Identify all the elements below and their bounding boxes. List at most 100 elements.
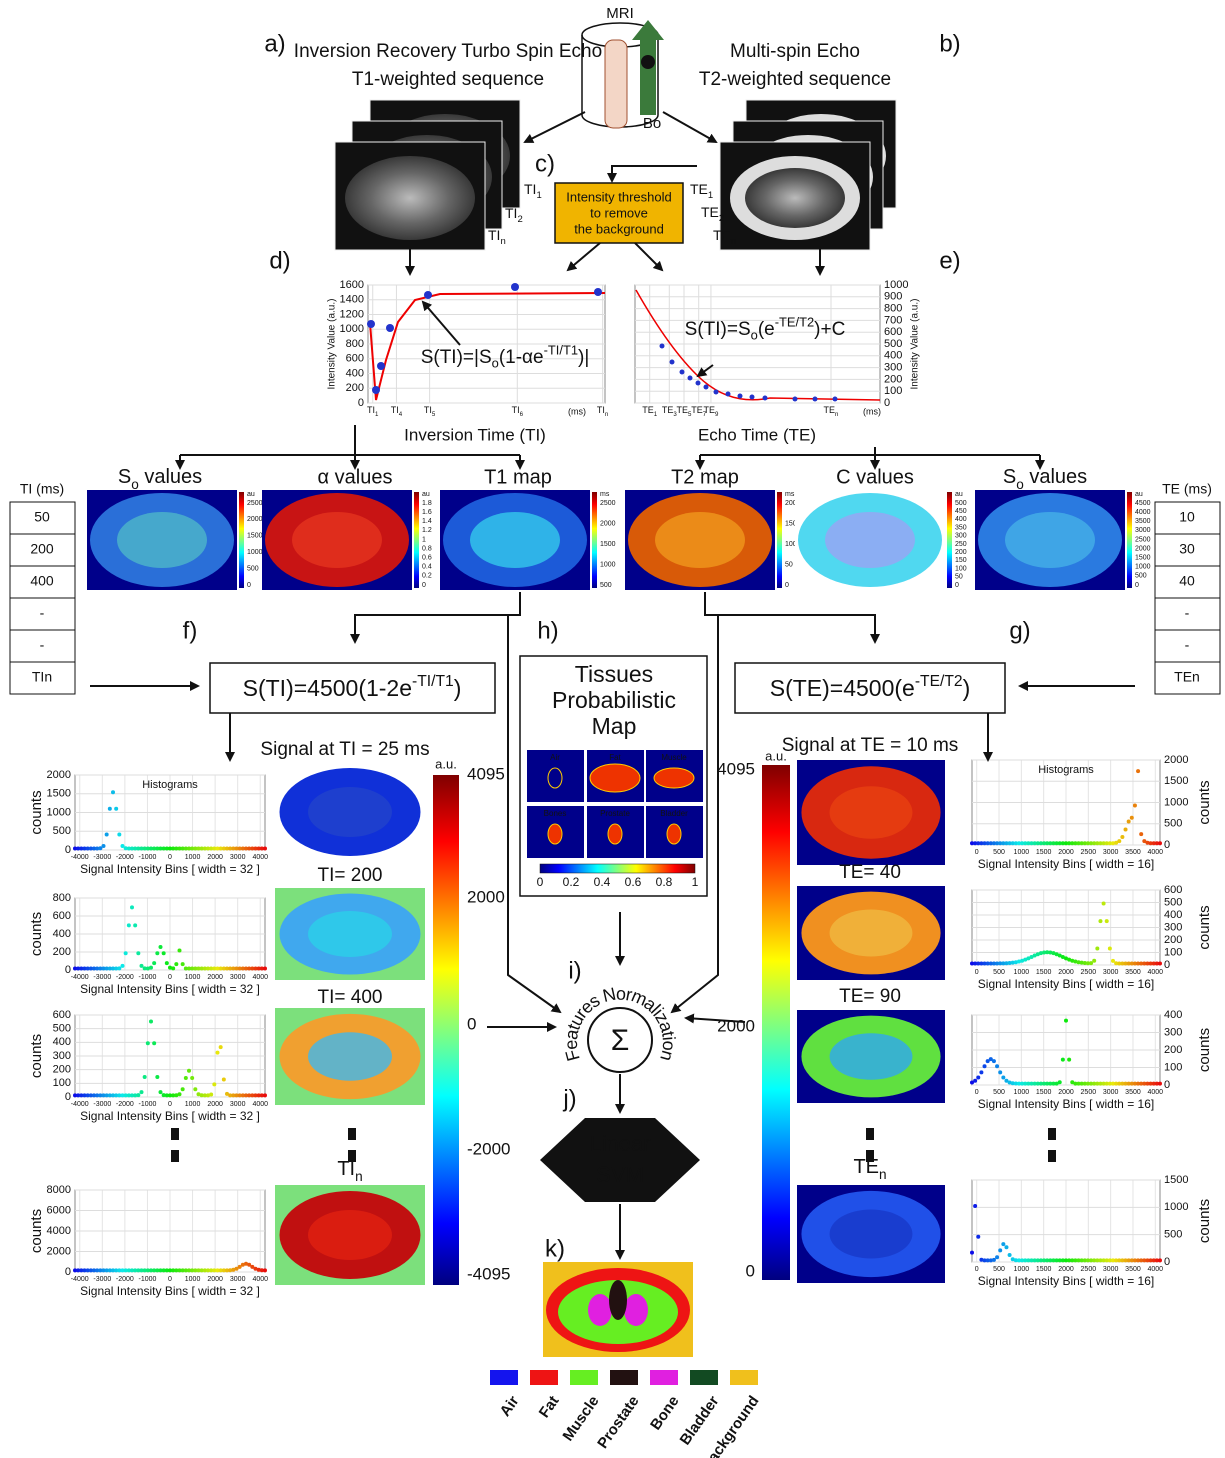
map-title: So values [1003, 466, 1087, 491]
y-tick-label: 200 [53, 946, 71, 958]
histogram-dot [130, 905, 134, 909]
sample-point [680, 370, 685, 375]
table-cell-text: TEn [1174, 669, 1200, 685]
histogram-dot [1108, 947, 1112, 951]
y-tick-label: 2000 [1164, 754, 1188, 766]
axis-title: Signal Intensity Bins [ width = 32 ] [80, 1284, 260, 1298]
sample-point [511, 283, 519, 291]
sequence-title: T2-weighted sequence [699, 69, 891, 90]
colorbar-tick: 0.6 [625, 875, 642, 889]
histogram-dot [263, 847, 267, 851]
axis-title: Signal Intensity Bins [ width = 32 ] [80, 982, 260, 996]
histogram-dot [140, 1090, 144, 1094]
x-tick-label: 0 [975, 969, 979, 976]
y-tick-label: 600 [884, 326, 902, 338]
colorbar-tick: 0.6 [422, 555, 432, 562]
legend-swatch [530, 1370, 558, 1385]
colorbar-tick: 0.8 [422, 545, 432, 552]
text-part: n [500, 235, 505, 246]
sample-point [833, 397, 838, 402]
histogram-dot [976, 1075, 980, 1079]
y-tick-label: 500 [53, 825, 71, 837]
colorbar-tick: 2000 [467, 887, 505, 906]
histogram-dot [263, 1268, 267, 1272]
histogram-dot [995, 1255, 999, 1259]
ellipsis-mark [1048, 1128, 1056, 1140]
panel-label: k) [545, 1235, 565, 1262]
colorbar-tick: 500 [1135, 573, 1147, 580]
x-tick-label: -3000 [93, 854, 111, 861]
histogram-dot [111, 790, 115, 794]
y-tick-label: 1000 [1164, 1201, 1188, 1213]
ellipsis-mark [348, 1128, 356, 1140]
y-tick-label: 700 [884, 314, 902, 326]
histogram-dot [181, 962, 185, 966]
histogram-dot [1117, 839, 1121, 843]
classifier-text: SVM [596, 1162, 644, 1187]
signal-label: TI= 200 [318, 865, 383, 886]
x-tick-label: TI6 [512, 405, 524, 417]
text-part: 5 [432, 411, 436, 418]
histogram-dot [162, 951, 166, 955]
axis-title: Signal Intensity Bins [ width = 16] [978, 1274, 1154, 1288]
y-tick-label: 500 [1164, 896, 1182, 908]
arrow [525, 112, 585, 142]
text-part: S(TI)=4500(1-2e [243, 675, 412, 701]
arrow [705, 592, 875, 642]
colorbar-tick: 4000 [1135, 509, 1151, 516]
signal-anatomy [830, 1210, 913, 1259]
y-tick-label: 500 [53, 1023, 71, 1035]
colorbar-tick: 0 [247, 582, 251, 589]
x-tick-label: -4000 [71, 974, 89, 981]
colorbar-tick: 2500 [247, 500, 263, 507]
axis-title: counts [28, 1209, 45, 1253]
arrow [663, 112, 716, 142]
colorbar-tick: 50 [785, 561, 793, 568]
x-tick-label: TE5 [677, 405, 693, 417]
scanner-label: MRI [606, 5, 634, 22]
x-tick-label: 500 [993, 969, 1005, 976]
axis-title: Signal Intensity Bins [ width = 32 ] [80, 862, 260, 876]
y-tick-label: 8000 [47, 1184, 71, 1196]
histogram-dot [1001, 1075, 1005, 1079]
colorbar-tick: 2500 [600, 500, 616, 507]
arrow [568, 243, 600, 270]
map-anatomy [470, 512, 560, 568]
text-part: ) [454, 675, 462, 701]
text-part: S [1003, 466, 1016, 488]
colorbar-tick: 1000 [1135, 564, 1151, 571]
y-tick-label: 0 [65, 1266, 71, 1278]
x-tick-label: -4000 [71, 854, 89, 861]
table-cell-text: 40 [1179, 573, 1195, 589]
sample-point [714, 390, 719, 395]
x-tick-label: TE3 [662, 405, 678, 417]
histogram-dot [970, 1251, 974, 1255]
mri-anatomy [745, 168, 845, 228]
arrow [355, 592, 520, 642]
map-colorbar [540, 864, 695, 873]
histogram-dot [1133, 804, 1137, 808]
histogram-dot [159, 945, 163, 949]
x-tick-label: 2000 [207, 1276, 223, 1283]
y-tick-label: 0 [1164, 959, 1170, 971]
ellipsis-mark [171, 1150, 179, 1162]
text-part: n [731, 235, 736, 246]
x-tick-label: 500 [993, 1266, 1005, 1273]
signal-label: TE= 40 [839, 862, 901, 883]
signal-heading: Signal at TI = 25 ms [260, 739, 429, 760]
signal-anatomy [308, 911, 392, 957]
text-part: o [1016, 477, 1024, 492]
map-box-title: Probabilistic [552, 687, 676, 713]
colorbar-tick: 1500 [1135, 555, 1151, 562]
text-part: n [605, 411, 608, 418]
axis-title: counts [28, 912, 45, 956]
signal-anatomy [308, 1210, 392, 1260]
y-tick-label: 300 [884, 362, 902, 374]
x-tick-label: -1000 [138, 1276, 156, 1283]
sample-point [763, 396, 768, 401]
x-tick-label: -3000 [93, 974, 111, 981]
y-tick-label: 0 [1164, 839, 1170, 851]
y-tick-label: 500 [1164, 1229, 1182, 1241]
histogram-dot [117, 832, 121, 836]
map-anatomy [117, 512, 207, 568]
